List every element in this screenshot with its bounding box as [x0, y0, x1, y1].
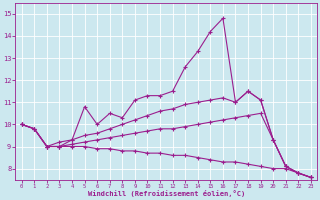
- X-axis label: Windchill (Refroidissement éolien,°C): Windchill (Refroidissement éolien,°C): [88, 190, 245, 197]
